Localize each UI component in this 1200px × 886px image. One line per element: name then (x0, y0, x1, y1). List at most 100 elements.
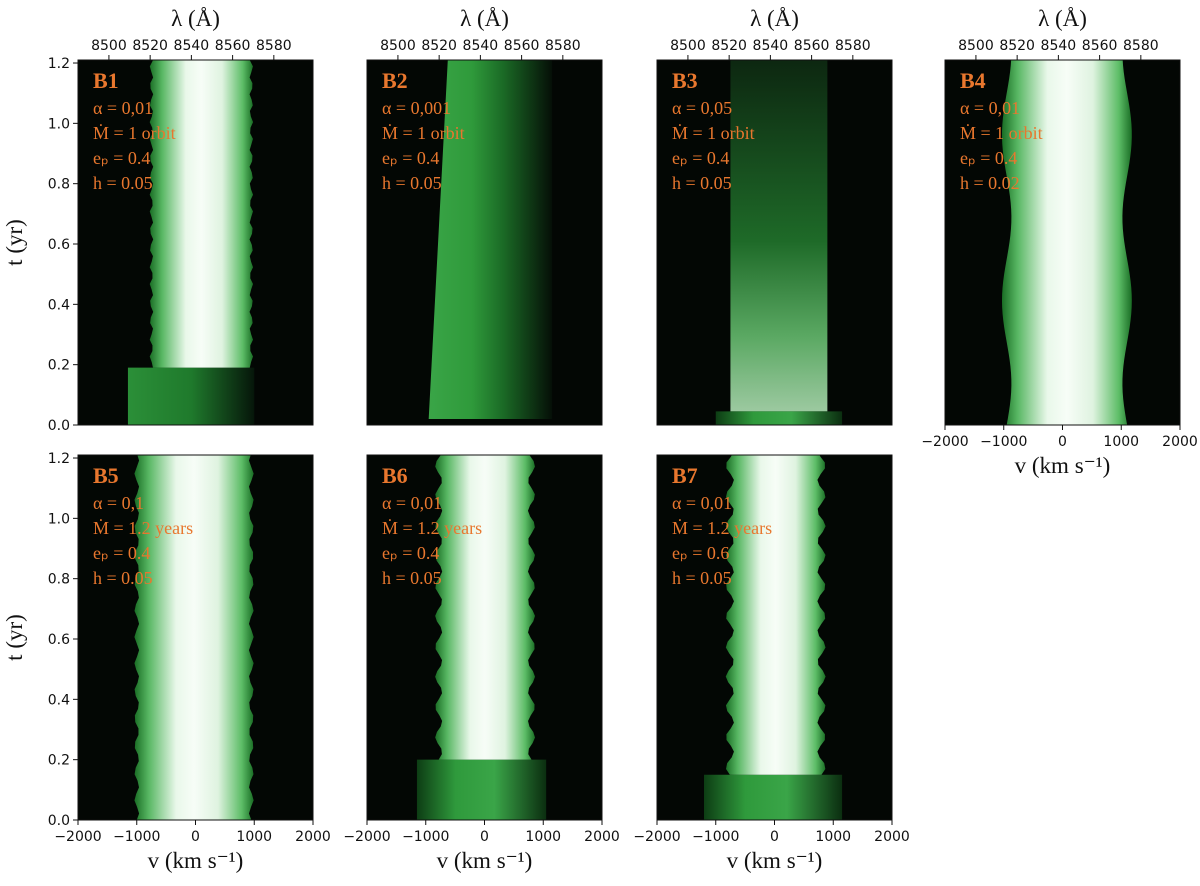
spectrum-band (704, 774, 843, 820)
x2-tick-label: 8500 (670, 38, 706, 54)
annotation: eₚ = 0.4 (960, 148, 1017, 168)
annotation: h = 0.05 (382, 568, 442, 588)
panel-label: B7 (672, 463, 698, 488)
x2-tick-label: 8500 (958, 38, 994, 54)
x-tick-label: 0 (770, 829, 779, 845)
y-axis-title: t (yr) (2, 219, 27, 266)
spectrum-band (127, 367, 255, 425)
spectrum-band (428, 60, 553, 419)
annotation: Ṁ = 1 orbit (93, 123, 176, 143)
y-tick-label: 0.2 (48, 358, 70, 374)
x-tick-label: −2000 (633, 829, 680, 845)
x2-tick-label: 8540 (1041, 38, 1077, 54)
x-tick-label: −1000 (692, 829, 739, 845)
spectrum-band (435, 455, 536, 760)
y-tick-label: 0.2 (48, 753, 70, 769)
annotation: eₚ = 0.4 (93, 543, 150, 563)
panel-label: B6 (382, 463, 408, 488)
annotation: h = 0.05 (672, 173, 732, 193)
y-tick-label: 1.2 (48, 451, 70, 467)
y-tick-label: 0.4 (48, 297, 70, 313)
spectrum-band (416, 759, 547, 820)
panel (657, 455, 892, 820)
panel-frame (656, 59, 893, 426)
annotation: Ṁ = 1 orbit (672, 123, 755, 143)
annotation: eₚ = 0.4 (382, 148, 439, 168)
panel (367, 455, 602, 820)
x2-axis-title: λ (Å) (171, 6, 220, 31)
x2-tick-label: 8540 (463, 38, 499, 54)
x2-tick-label: 8540 (174, 38, 210, 54)
annotation: Ṁ = 1 orbit (960, 123, 1043, 143)
x-tick-label: 0 (191, 829, 200, 845)
annotation: α = 0,1 (93, 493, 144, 513)
x2-tick-label: 8580 (835, 38, 871, 54)
spectrum-band (715, 411, 843, 425)
panel (367, 60, 602, 425)
panel (657, 60, 892, 425)
panel (78, 455, 313, 820)
y-tick-label: 1.0 (48, 511, 70, 527)
annotation: α = 0,01 (382, 493, 442, 513)
panel-label: B1 (93, 68, 119, 93)
spectrum-band (725, 455, 826, 775)
x-tick-label: 2000 (1162, 434, 1198, 450)
x2-tick-label: 8560 (1082, 38, 1118, 54)
annotation: α = 0,01 (672, 493, 732, 513)
y-tick-label: 0.6 (48, 632, 70, 648)
y-tick-label: 0.4 (48, 692, 70, 708)
panel-frame (77, 59, 314, 426)
y-tick-label: 0.0 (48, 813, 70, 829)
annotation: eₚ = 0.4 (93, 148, 150, 168)
annotation: Ṁ = 1.2 years (93, 518, 193, 538)
annotation: h = 0.05 (93, 568, 153, 588)
spectrum-band (730, 60, 828, 412)
y-tick-label: 0.0 (48, 418, 70, 434)
y-tick-label: 0.6 (48, 237, 70, 253)
x-axis-title: v (km s⁻¹) (148, 848, 244, 873)
spectrum-band (134, 455, 254, 820)
spectrum-band (1001, 60, 1132, 425)
x-tick-label: 1000 (525, 829, 561, 845)
panel-label: B3 (672, 68, 698, 93)
annotation: eₚ = 0.4 (382, 543, 439, 563)
x2-tick-label: 8580 (256, 38, 292, 54)
y-axis-title: t (yr) (2, 614, 27, 661)
x2-tick-label: 8580 (1123, 38, 1159, 54)
annotation: h = 0.05 (382, 173, 442, 193)
x-tick-label: 0 (480, 829, 489, 845)
x-tick-label: 2000 (584, 829, 620, 845)
panel (945, 60, 1180, 425)
panel (78, 60, 313, 425)
x2-tick-label: 8520 (999, 38, 1035, 54)
x-tick-label: 1000 (1103, 434, 1139, 450)
annotation: Ṁ = 1.2 years (382, 518, 482, 538)
annotation: h = 0.05 (93, 173, 153, 193)
annotation: α = 0,05 (672, 98, 732, 118)
x-tick-label: −2000 (54, 829, 101, 845)
x2-axis-title: λ (Å) (460, 6, 509, 31)
x-tick-label: 1000 (236, 829, 272, 845)
x-tick-label: −2000 (343, 829, 390, 845)
x-tick-label: −1000 (402, 829, 449, 845)
y-tick-label: 0.8 (48, 572, 70, 588)
panel-label: B2 (382, 68, 408, 93)
x-tick-label: 2000 (295, 829, 331, 845)
x-axis-title: v (km s⁻¹) (727, 848, 823, 873)
x2-axis-title: λ (Å) (750, 6, 799, 31)
x2-tick-label: 8520 (132, 38, 168, 54)
x-axis-title: v (km s⁻¹) (437, 848, 533, 873)
x-tick-label: 1000 (815, 829, 851, 845)
panel-frame (366, 59, 603, 426)
x2-tick-label: 8500 (91, 38, 127, 54)
x2-tick-label: 8540 (753, 38, 789, 54)
annotation: eₚ = 0.6 (672, 543, 729, 563)
y-tick-label: 0.8 (48, 177, 70, 193)
x2-tick-label: 8520 (421, 38, 457, 54)
x-tick-label: 0 (1058, 434, 1067, 450)
x-tick-label: 2000 (874, 829, 910, 845)
x2-tick-label: 8520 (711, 38, 747, 54)
annotation: h = 0.02 (960, 173, 1020, 193)
x2-tick-label: 8500 (380, 38, 416, 54)
